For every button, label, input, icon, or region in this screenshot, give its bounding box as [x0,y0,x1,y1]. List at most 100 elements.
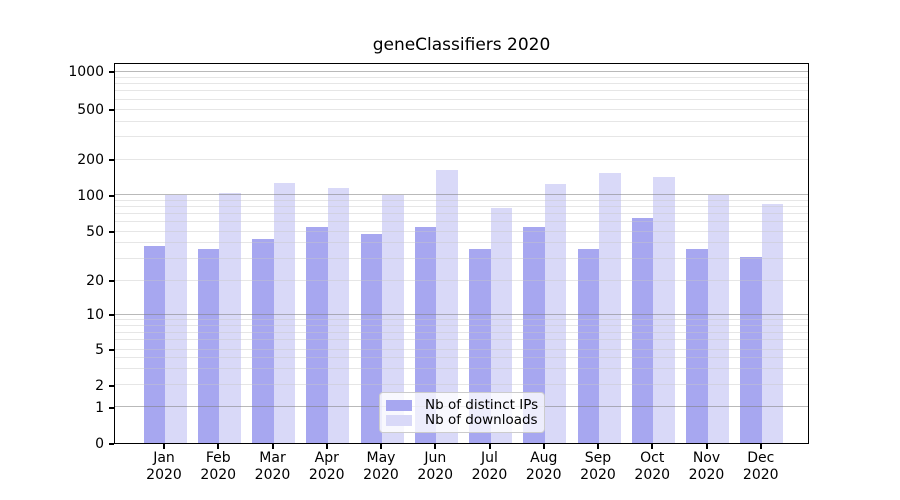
y-tick-label-20: 20 [86,273,104,289]
bar-distinct-ips-nov [686,248,708,443]
bar-distinct-ips-dec [740,256,762,443]
gridline-80 [115,205,808,207]
y-tick-label-100: 100 [77,187,104,204]
y-tick-label-2: 2 [95,377,104,394]
x-tick-label-jul: Jul 2020 [471,450,508,483]
bars-layer [115,64,808,443]
bar-distinct-ips-jan [143,245,165,443]
legend-item-distinct-ips: Nb of distinct IPs [386,397,539,413]
y-tick-mark-50 [109,231,114,233]
gridline-50 [115,230,808,232]
gridline-70 [115,212,808,214]
bar-downloads-sep [599,173,621,443]
gridline-30 [115,257,808,259]
bar-downloads-feb [219,193,241,443]
bar-downloads-jan [165,194,187,443]
x-tick-mark-jan [163,444,165,449]
y-tick-mark-5 [109,349,114,351]
y-tick-label-1000: 1000 [68,64,104,81]
bar-downloads-jun [436,170,458,443]
grid-layer [115,64,808,443]
bar-distinct-ips-mar [252,239,274,443]
gridline-100 [115,194,808,195]
gridline-6 [115,339,808,341]
gridline-300 [115,136,808,138]
bar-distinct-ips-jun [414,227,437,443]
y-tick-label-10: 10 [86,307,104,324]
x-tick-mark-jul [488,444,491,449]
y-tick-mark-200 [109,159,114,161]
y-tick-mark-1 [109,406,114,409]
x-tick-label-nov: Nov 2020 [688,450,725,483]
gridline-1000 [115,70,808,72]
legend: Nb of distinct IPs Nb of downloads [379,392,545,433]
bar-downloads-mar [273,182,295,443]
y-tick-label-0: 0 [95,436,104,452]
gridline-7 [115,331,808,333]
gridline-800 [115,82,808,84]
x-tick-label-jan: Jan 2020 [146,450,182,483]
legend-label-downloads: Nb of downloads [425,412,538,428]
gridline-500 [115,108,808,110]
bar-distinct-ips-apr [306,227,328,443]
x-tick-mark-apr [325,444,328,449]
x-tick-mark-sep [597,444,599,449]
bar-downloads-apr [327,187,350,443]
y-tick-mark-10 [109,314,114,317]
gridline-5 [115,348,808,350]
y-tick-label-5: 5 [95,342,104,358]
bar-distinct-ips-aug [523,227,545,443]
legend-swatch-downloads-icon [386,415,412,426]
x-tick-label-mar: Mar 2020 [254,450,291,483]
bar-distinct-ips-feb [197,248,220,443]
plot-area [114,63,809,444]
gridline-600 [115,98,808,100]
x-tick-mark-may [380,444,382,449]
chart-title: geneClassifiers 2020 [372,35,551,55]
y-tick-label-500: 500 [77,102,104,118]
bar-downloads-dec [761,204,784,443]
gridline-9 [115,319,808,321]
gridline-90 [115,199,808,201]
y-tick-mark-20 [109,280,114,282]
gridline-60 [115,220,808,222]
x-tick-mark-dec [759,444,762,449]
y-tick-mark-500 [109,109,114,111]
x-tick-label-jun: Jun 2020 [417,450,454,483]
bar-distinct-ips-sep [577,248,599,443]
x-tick-label-dec: Dec 2020 [742,450,779,483]
bar-downloads-aug [544,183,567,443]
gridline-700 [115,90,808,92]
x-tick-mark-oct [651,444,654,449]
gridline-10 [115,314,808,315]
bar-downloads-oct [653,176,675,443]
x-tick-mark-jun [434,444,437,449]
y-tick-mark-1000 [109,71,114,74]
x-tick-mark-mar [271,444,274,449]
gridline-8 [115,325,808,327]
gridline-20 [115,279,808,281]
legend-item-downloads: Nb of downloads [386,412,538,428]
x-tick-label-sep: Sep 2020 [580,450,616,483]
y-tick-label-50: 50 [86,224,104,240]
gridline-900 [115,76,808,78]
gridline-4 [115,357,808,359]
x-tick-label-feb: Feb 2020 [200,450,237,483]
gridline-200 [115,158,808,160]
gridline-400 [115,120,808,122]
x-tick-label-may: May 2020 [363,450,399,483]
x-tick-label-apr: Apr 2020 [308,450,345,483]
bar-downloads-jul [490,207,512,443]
legend-swatch-distinct-ips-icon [386,400,412,411]
y-tick-mark-0 [109,443,114,445]
x-tick-mark-nov [705,444,708,449]
legend-label-distinct-ips: Nb of distinct IPs [425,397,539,413]
bar-downloads-nov [707,194,729,443]
y-tick-label-200: 200 [77,152,104,168]
gridline-40 [115,242,808,244]
x-tick-mark-aug [542,444,545,449]
y-tick-label-1: 1 [95,399,104,416]
x-tick-label-aug: Aug 2020 [525,450,562,483]
bar-distinct-ips-may [360,234,382,443]
